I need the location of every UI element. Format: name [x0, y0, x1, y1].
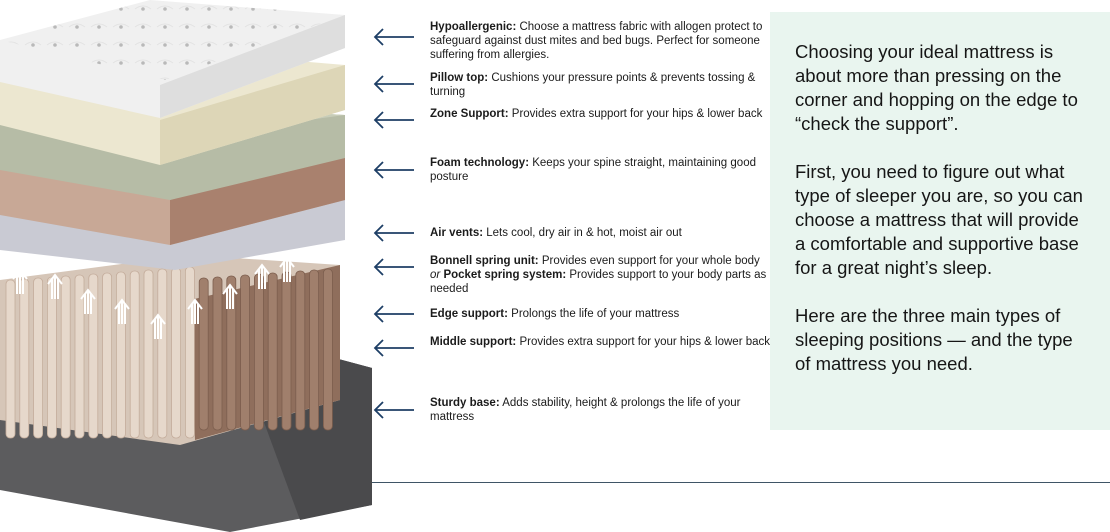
arrow-left-icon	[373, 75, 414, 93]
hypoallergenic-top-layer	[0, 0, 345, 118]
arrow-left-icon	[373, 258, 414, 276]
arrow-up-icon	[150, 313, 166, 339]
label-text: Sturdy base: Adds stability, height & pr…	[430, 397, 741, 423]
spring-coil	[157, 268, 168, 439]
spring-coil	[143, 269, 154, 439]
arrow-left-icon	[373, 224, 414, 242]
spring-coil	[322, 268, 333, 431]
spring-coil	[184, 266, 195, 439]
spring-coil	[198, 277, 209, 431]
label-text: Air vents: Lets cool, dry air in & hot, …	[430, 227, 682, 239]
label-text: Bonnell spring unit: Provides even suppo…	[430, 255, 767, 295]
arrow-left-icon	[373, 161, 414, 179]
spring-coil	[253, 273, 264, 431]
arrow-up-icon	[254, 263, 270, 289]
label-text: Pillow top: Cushions your pressure point…	[430, 72, 756, 98]
spring-coil	[19, 278, 30, 439]
spring-coil	[102, 272, 112, 439]
spring-coil	[5, 279, 16, 439]
spring-coil	[33, 277, 43, 439]
spring-coil	[309, 269, 320, 431]
spring-coil	[171, 267, 182, 439]
spring-coil	[116, 271, 126, 439]
arrow-up-icon	[12, 268, 28, 294]
arrow-up-icon	[187, 298, 203, 324]
info-panel: Choosing your ideal mattress is about mo…	[770, 12, 1110, 430]
spring-coil	[74, 274, 85, 439]
spring-coil	[88, 273, 99, 439]
air-vent-arrows	[12, 256, 295, 339]
info-paragraph-2: First, you need to figure out what type …	[795, 161, 1083, 278]
spring-coil	[60, 275, 71, 439]
spring-coil	[47, 276, 57, 439]
label-text: Middle support: Provides extra support f…	[430, 336, 771, 348]
spring-coil	[240, 274, 251, 431]
spring-coil	[212, 276, 223, 431]
info-paragraph-1: Choosing your ideal mattress is about mo…	[795, 41, 1078, 134]
arrow-left-icon	[373, 401, 414, 419]
arrow-left-icon	[373, 111, 414, 129]
mattress-layers-illustration	[0, 0, 372, 532]
label-text: Foam technology: Keeps your spine straig…	[430, 157, 756, 183]
arrow-up-icon	[222, 283, 238, 309]
info-paragraph-3: Here are the three main types of sleepin…	[795, 305, 1073, 374]
arrow-up-icon	[47, 273, 63, 299]
label-text: Zone Support: Provides extra support for…	[430, 108, 763, 120]
spring-coil	[281, 271, 292, 431]
spring-coil	[129, 270, 140, 439]
arrow-left-icon	[373, 339, 414, 357]
spring-coil	[295, 270, 306, 431]
arrow-up-icon	[80, 288, 96, 314]
label-text: Edge support: Prolongs the life of your …	[430, 308, 680, 320]
divider-line	[372, 482, 1110, 483]
spring-coil	[226, 275, 237, 431]
spring-coil	[267, 272, 278, 431]
arrow-up-icon	[279, 256, 295, 282]
label-text: Hypoallergenic: Choose a mattress fabric…	[430, 21, 763, 61]
arrow-up-icon	[114, 298, 130, 324]
arrow-left-icon	[373, 28, 414, 46]
arrow-left-icon	[373, 305, 414, 323]
